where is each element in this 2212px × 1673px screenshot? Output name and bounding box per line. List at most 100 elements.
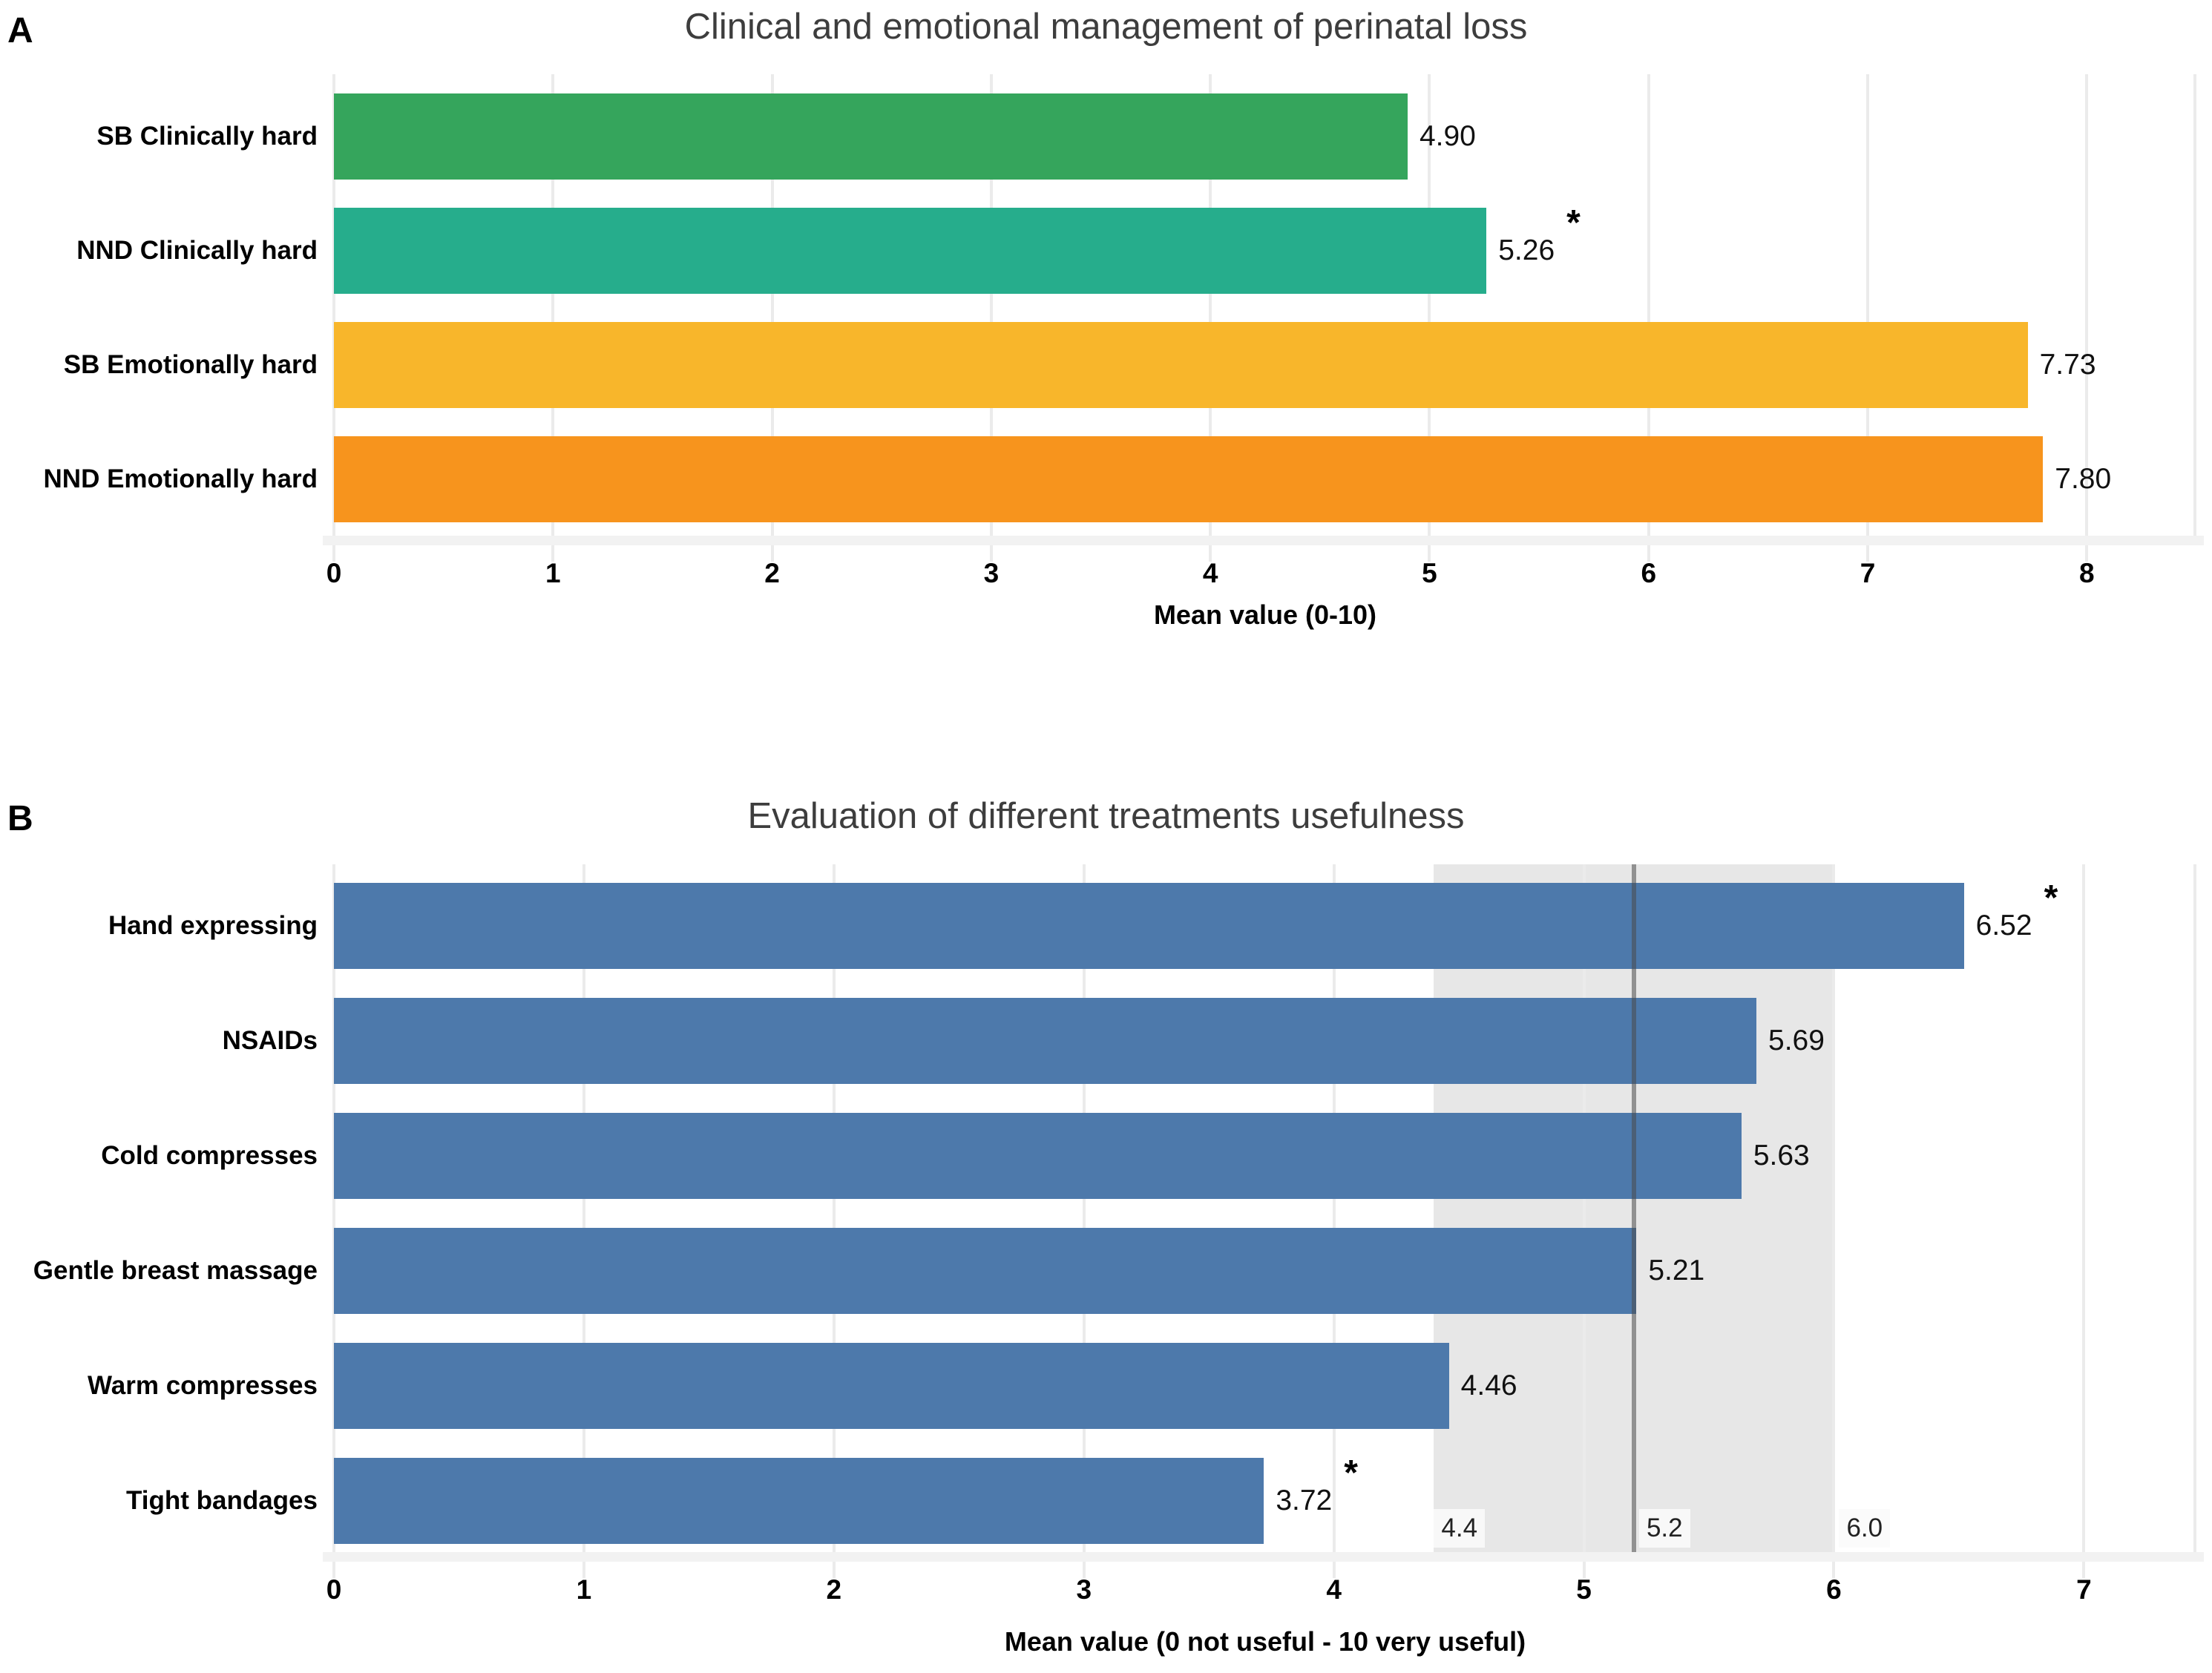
x-axis-line (323, 1552, 2204, 1562)
x-tick-label: 7 (1860, 558, 1876, 588)
reference-band (1434, 864, 1834, 1552)
x-tick-label: 1 (576, 1574, 592, 1605)
x-tick-label: 6 (1641, 558, 1657, 588)
bar (334, 883, 1964, 969)
bar-value-label: 5.26 (1498, 234, 1555, 266)
bar-value-label: 3.72 (1276, 1485, 1333, 1516)
x-tick-mark (832, 1562, 836, 1578)
panel-b-plot-area: 6.52 * 5.69 5.63 5.21 4.46 3.72 * 4.4 5.2 6.0 (332, 864, 2196, 1552)
gridline (1832, 864, 1836, 1552)
bar-value: 3.72 * (1276, 1453, 1358, 1544)
bar-value: 5.69 (1768, 998, 1825, 1084)
x-tick-label: 4 (1202, 558, 1218, 588)
x-tick-mark (1332, 1562, 1336, 1578)
x-tick-mark (770, 545, 774, 562)
x-tick-label: 4 (1326, 1574, 1342, 1605)
panel-b-x-axis-title: Mean value (0 not useful - 10 very usefu… (1004, 1626, 1526, 1657)
bar-value: 4.46 (1461, 1343, 1517, 1429)
bar-value: 7.73 (2040, 322, 2096, 408)
x-axis-line (323, 536, 2204, 545)
x-tick-mark (1866, 545, 1870, 562)
x-tick-mark (1832, 1562, 1836, 1578)
panel-a-plot-area: 4.90 5.26 * 7.73 7.80 (332, 74, 2196, 536)
category-label: Gentle breast massage (33, 1255, 318, 1285)
bar (334, 998, 1757, 1084)
x-tick-label: 0 (326, 1574, 342, 1605)
bar (334, 436, 2044, 522)
gridline (832, 864, 836, 1552)
significance-asterisk: * (2044, 878, 2058, 918)
reference-band-label: 6.0 (1839, 1509, 1891, 1548)
x-tick-label: 5 (1422, 558, 1437, 588)
x-tick-mark (582, 1562, 585, 1578)
panel-a-letter: A (7, 11, 33, 50)
category-label: Warm compresses (88, 1370, 318, 1400)
x-tick-mark (1428, 545, 1431, 562)
reference-band-label: 4.4 (1434, 1509, 1486, 1548)
x-tick-label: 8 (2079, 558, 2095, 588)
gridline (1082, 864, 1086, 1552)
x-tick-label: 1 (545, 558, 561, 588)
category-label: SB Clinically hard (96, 121, 318, 151)
x-tick-mark (1209, 545, 1212, 562)
gridline (1428, 74, 1431, 536)
panel-b-title: Evaluation of different treatments usefu… (747, 796, 1465, 836)
bar (334, 1458, 1264, 1544)
category-label: NND Clinically hard (76, 235, 318, 265)
gridline (2082, 864, 2086, 1552)
bar-value-label: 5.21 (1648, 1255, 1705, 1286)
significance-asterisk: * (1344, 1453, 1358, 1493)
bar-value-label: 5.63 (1753, 1140, 1810, 1171)
x-tick-mark (2082, 1562, 2086, 1578)
gridline (1209, 74, 1212, 536)
bar-value: 5.26 * (1498, 203, 1581, 294)
bar-value: 5.21 (1648, 1228, 1704, 1314)
category-label: Hand expressing (108, 910, 318, 940)
x-tick-mark (332, 545, 335, 562)
plot-right-edge-gridline (2193, 864, 2196, 1552)
gridline (582, 864, 585, 1552)
bar (334, 322, 2028, 408)
x-tick-mark (1647, 545, 1650, 562)
gridline (332, 864, 335, 1552)
reference-band-label: 5.2 (1638, 1509, 1690, 1548)
x-tick-label: 3 (983, 558, 1000, 588)
bar-value-label: 7.73 (2039, 349, 2096, 381)
gridline (551, 74, 555, 536)
panel-b-letter: B (7, 799, 33, 838)
category-label: SB Emotionally hard (63, 349, 318, 379)
gridline (989, 74, 993, 536)
bar-value: 7.80 (2055, 436, 2111, 522)
gridline (1332, 864, 1336, 1552)
bar-value-label: 4.46 (1460, 1370, 1517, 1401)
significance-asterisk: * (1566, 203, 1581, 243)
bar-value-label: 7.80 (2055, 463, 2112, 495)
gridline (2085, 74, 2089, 536)
category-label: Cold compresses (101, 1140, 318, 1170)
bar (334, 208, 1487, 294)
x-tick-label: 7 (2076, 1574, 2092, 1605)
panel-a-title: Clinical and emotional management of per… (684, 7, 1528, 47)
category-label: Tight bandages (126, 1485, 318, 1515)
gridline (1866, 74, 1870, 536)
gridline (770, 74, 774, 536)
gridline (1647, 74, 1650, 536)
x-tick-label: 3 (1076, 1574, 1092, 1605)
gridline (1582, 864, 1586, 1552)
x-tick-mark (2085, 545, 2089, 562)
x-tick-mark (1582, 1562, 1586, 1578)
plot-right-edge-gridline (2193, 74, 2196, 536)
bar (334, 1343, 1449, 1429)
category-label: NND Emotionally hard (43, 464, 318, 493)
bar (334, 93, 1408, 180)
x-tick-mark (989, 545, 993, 562)
x-tick-label: 6 (1826, 1574, 1842, 1605)
bar-value-label: 6.52 (1975, 910, 2032, 941)
category-label: NSAIDs (222, 1025, 318, 1055)
bar-value-label: 5.69 (1768, 1025, 1825, 1056)
gridline (332, 74, 335, 536)
bar (334, 1228, 1637, 1314)
